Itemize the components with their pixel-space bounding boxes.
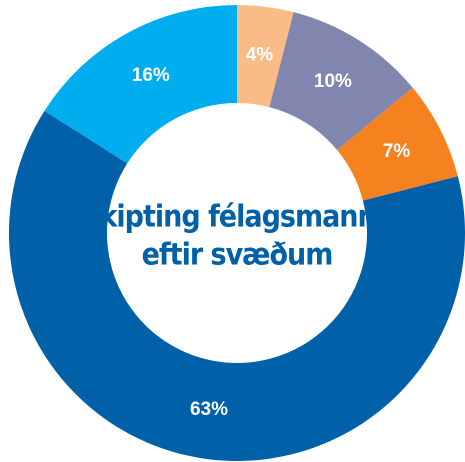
slice-label: 63% xyxy=(190,399,228,420)
chart-title: Skipting félagsmanna xyxy=(81,200,393,235)
labels: 4% 10% 7% 63% 16% xyxy=(132,44,411,419)
slice-label: 10% xyxy=(314,71,352,92)
slice xyxy=(237,5,294,108)
slice-label: 4% xyxy=(246,44,274,65)
chart-title: eftir svæðum xyxy=(142,238,333,273)
slice xyxy=(9,110,465,461)
slice xyxy=(44,5,238,164)
slices xyxy=(9,5,465,461)
slice-label: 7% xyxy=(383,141,411,162)
slice xyxy=(337,87,458,201)
slice xyxy=(269,12,413,151)
slice-label: 16% xyxy=(132,65,170,86)
